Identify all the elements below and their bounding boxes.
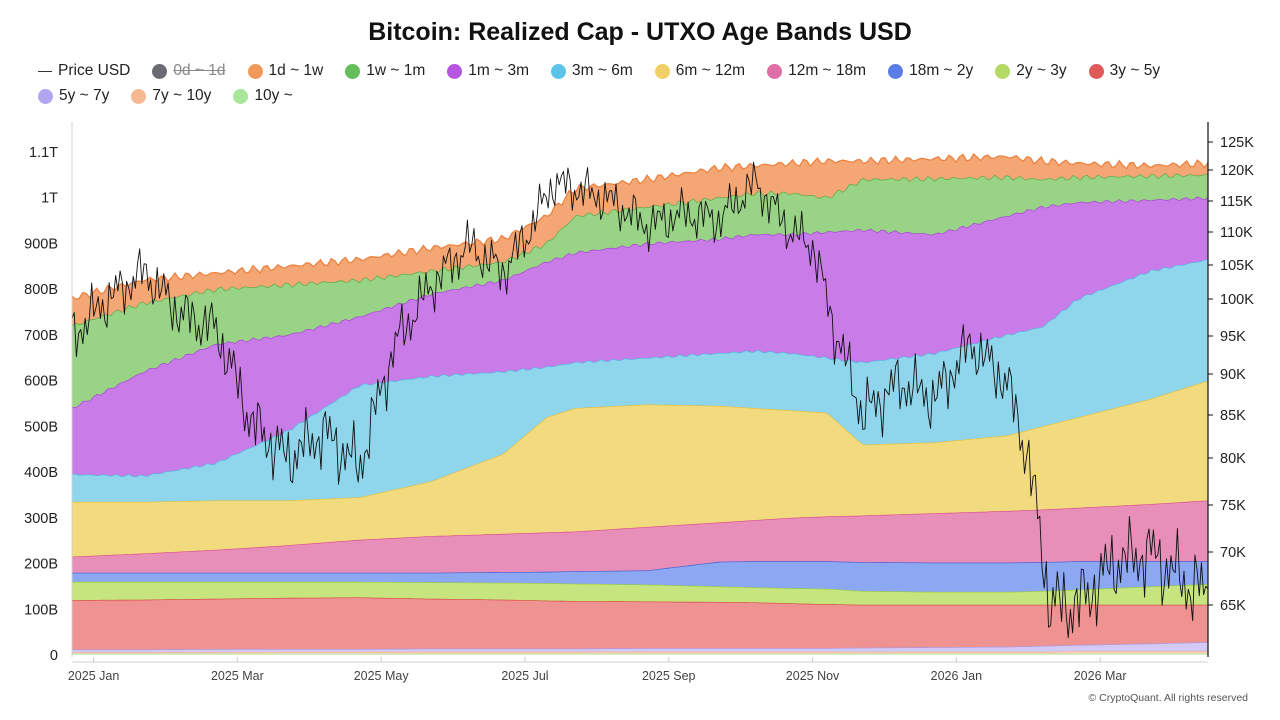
y-left-tick-label: 300B xyxy=(24,511,58,527)
y-right-tick-label: 65K xyxy=(1220,598,1246,614)
legend-label: 2y ~ 3y xyxy=(1016,62,1067,79)
stacked-bands xyxy=(71,152,1209,655)
dot-swatch-icon xyxy=(247,63,263,79)
legend-item-0d-1d[interactable]: 0d ~ 1d xyxy=(152,60,226,82)
legend-label: 10y ~ xyxy=(254,87,293,104)
dot-swatch-icon xyxy=(38,88,53,104)
legend-item-7y-10y[interactable]: 7y ~ 10y xyxy=(131,85,211,107)
y-left-tick-label: 1.1T xyxy=(29,145,58,161)
dot-swatch-icon xyxy=(1088,63,1104,79)
band-2y-3y-area xyxy=(72,581,1208,605)
dot-swatch-icon xyxy=(345,63,361,79)
legend-item-6m-12m[interactable]: 6m ~ 12m xyxy=(654,60,746,82)
legend-item-1d-1w[interactable]: 1d ~ 1w xyxy=(247,60,324,82)
axes: 0 100B 200B 300B 400B 500B 600B 700B 800B 900B 1T 1… xyxy=(24,122,1254,683)
y-left-tick-label: 600B xyxy=(24,374,58,390)
legend-label: 0d ~ 1d xyxy=(173,62,226,79)
legend-label: 6m ~ 12m xyxy=(675,62,746,79)
y-left-tick-label: 800B xyxy=(24,282,58,298)
x-tick-label: 2026 Mar xyxy=(1074,669,1127,683)
y-left-tick-label: 1T xyxy=(41,191,58,207)
y-right-tick-label: 95K xyxy=(1220,329,1246,345)
legend-label: 5y ~ 7y xyxy=(59,87,110,104)
band-1d-1w-edge xyxy=(71,152,1209,300)
legend: Price USD 0d ~ 1d 1d ~ 1w 1w ~ 1m 1m ~ 3m 3m … xyxy=(38,60,1258,107)
y-right-tick-label: 90K xyxy=(1220,367,1246,383)
legend-item-18m-2y[interactable]: 18m ~ 2y xyxy=(888,60,973,82)
legend-label: 18m ~ 2y xyxy=(909,62,974,79)
x-tick-label: 2025 Jan xyxy=(68,669,119,683)
y-left-tick-label: 0 xyxy=(50,648,58,664)
y-right-tick-label: 80K xyxy=(1220,451,1246,467)
y-left-tick-label: 500B xyxy=(24,419,58,435)
dot-swatch-icon xyxy=(551,63,566,79)
y-right-tick-label: 110K xyxy=(1220,225,1253,241)
y-right-tick-label: 105K xyxy=(1220,258,1254,274)
dot-swatch-icon xyxy=(447,63,463,79)
legend-item-10y[interactable]: 10y ~ xyxy=(233,85,293,107)
y-left-tick-label: 400B xyxy=(24,465,58,481)
dot-swatch-icon xyxy=(152,63,168,79)
band-1d-1w-area xyxy=(72,154,1208,326)
x-tick-label: 2025 Nov xyxy=(786,669,840,683)
legend-label: 1w ~ 1m xyxy=(366,62,426,79)
y-right-tick-label: 70K xyxy=(1220,545,1246,561)
band-6m-12m-area xyxy=(72,380,1208,557)
band-1m-3m-area xyxy=(72,196,1208,477)
dot-swatch-icon xyxy=(131,88,147,104)
dot-swatch-icon xyxy=(654,63,670,79)
band-1w-1m-area xyxy=(72,173,1208,408)
dot-swatch-icon xyxy=(233,88,249,104)
x-tick-label: 2025 Jul xyxy=(501,669,548,683)
legend-label: 12m ~ 18m xyxy=(788,62,867,79)
x-tick-label: 2026 Jan xyxy=(931,669,982,683)
line-swatch-icon xyxy=(38,70,52,72)
legend-item-2y-3y[interactable]: 2y ~ 3y xyxy=(995,60,1067,82)
copyright-notice: © CryptoQuant. All rights reserved xyxy=(1088,692,1248,704)
x-tick-label: 2025 May xyxy=(354,669,410,683)
legend-label: 7y ~ 10y xyxy=(152,87,212,104)
price-series xyxy=(71,161,1209,639)
dot-swatch-icon xyxy=(995,63,1011,79)
legend-item-3y-5y[interactable]: 3y ~ 5y xyxy=(1088,60,1161,82)
y-right-tick-label: 115K xyxy=(1220,194,1253,210)
legend-label: Price USD xyxy=(58,62,131,79)
x-tick-label: 2025 Mar xyxy=(211,669,264,683)
y-left-tick-label: 200B xyxy=(24,557,58,573)
legend-label: 1d ~ 1w xyxy=(268,62,324,79)
y-right-tick-label: 85K xyxy=(1220,408,1246,424)
y-right-tick-label: 100K xyxy=(1220,292,1254,308)
dot-swatch-icon xyxy=(767,63,783,79)
x-tick-label: 2025 Sep xyxy=(642,669,696,683)
legend-item-12m-18m[interactable]: 12m ~ 18m xyxy=(767,60,866,82)
band-3m-6m-area xyxy=(72,259,1208,502)
chart-title: Bitcoin: Realized Cap - UTXO Age Bands U… xyxy=(368,18,912,46)
legend-label: 1m ~ 3m xyxy=(468,62,529,79)
y-left-tick-label: 700B xyxy=(24,328,58,344)
legend-item-3m-6m[interactable]: 3m ~ 6m xyxy=(551,60,633,82)
y-right-tick-label: 120K xyxy=(1220,163,1254,179)
legend-label: 3m ~ 6m xyxy=(572,62,633,79)
band-5y-7y-area xyxy=(72,642,1208,653)
legend-label: 3y ~ 5y xyxy=(1109,62,1161,79)
band-3y-5y-area xyxy=(72,597,1208,650)
y-left-tick-label: 900B xyxy=(24,236,58,252)
legend-item-price-usd[interactable]: Price USD xyxy=(38,60,130,82)
legend-item-1w-1m[interactable]: 1w ~ 1m xyxy=(345,60,425,82)
y-right-tick-label: 75K xyxy=(1220,498,1246,514)
y-right-tick-label: 125K xyxy=(1220,135,1254,151)
y-left-tick-label: 100B xyxy=(24,602,58,618)
legend-item-1m-3m[interactable]: 1m ~ 3m xyxy=(447,60,529,82)
band-18m-2y-area xyxy=(72,561,1208,592)
band-12m-18m-area xyxy=(72,500,1208,573)
price-usd-line xyxy=(71,161,1209,639)
legend-item-5y-7y[interactable]: 5y ~ 7y xyxy=(38,85,109,107)
dot-swatch-icon xyxy=(888,63,904,79)
